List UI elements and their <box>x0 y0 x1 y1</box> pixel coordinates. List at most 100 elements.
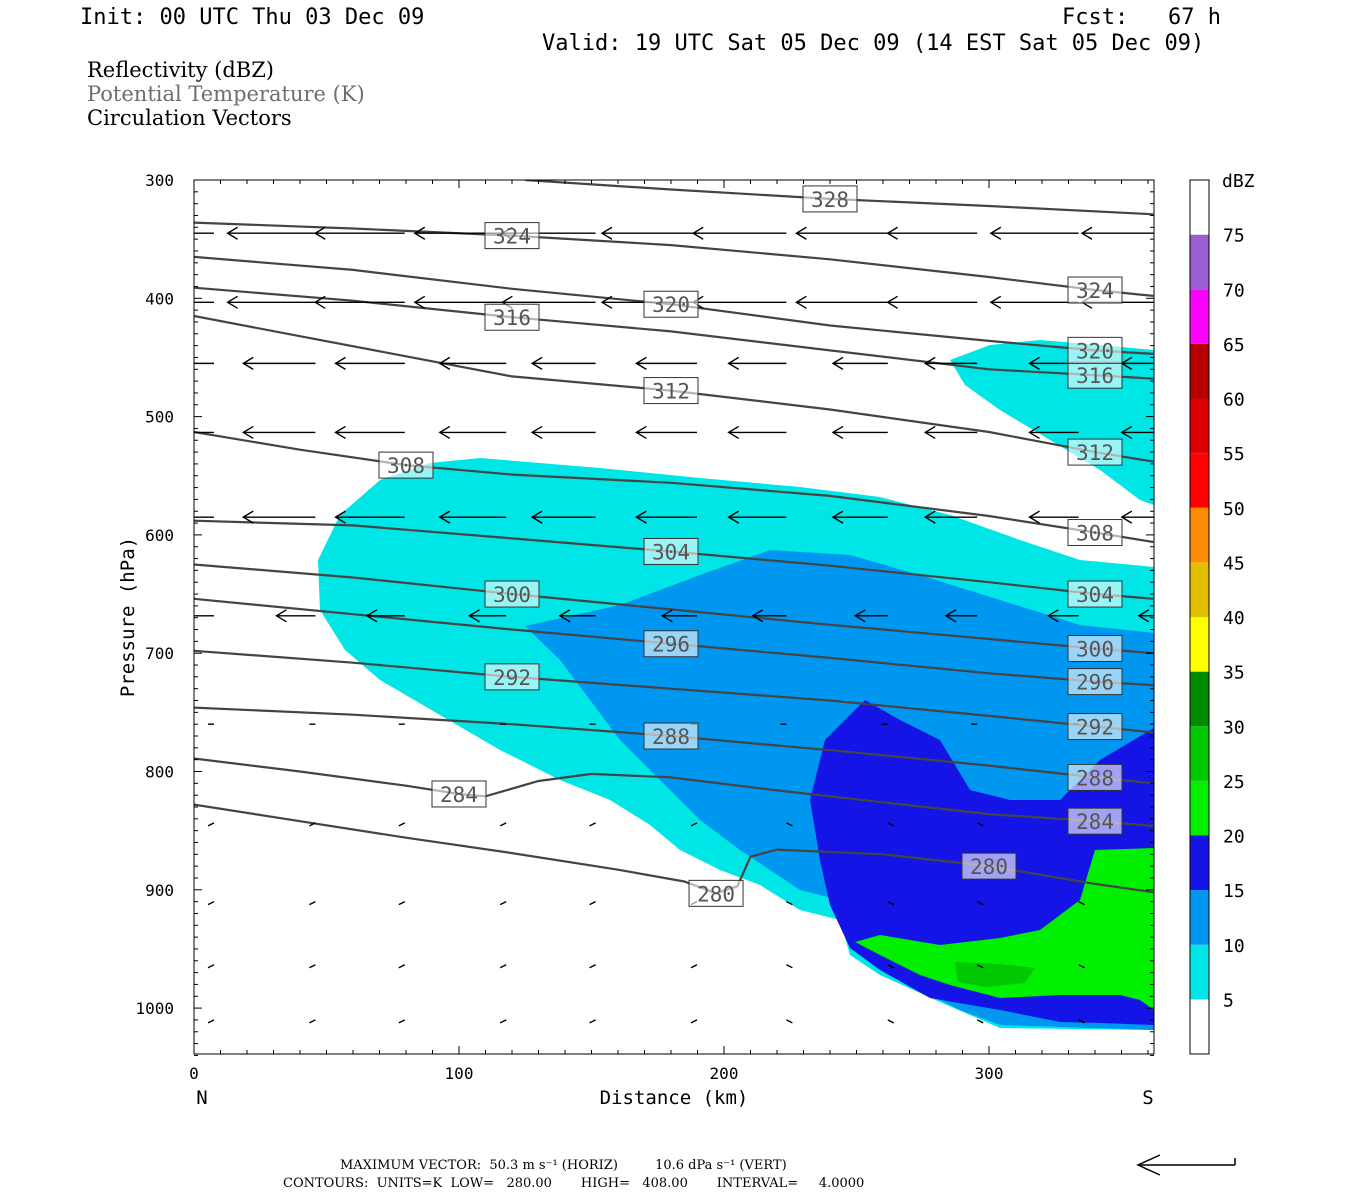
colorbar-segment <box>1190 343 1209 399</box>
colorbar-level-label: 50 <box>1223 499 1245 520</box>
vector-head <box>923 356 936 370</box>
contour-label-300: 300 <box>1067 634 1123 662</box>
contour-label-box <box>1067 713 1123 741</box>
vector-shaft <box>1168 965 1174 968</box>
colorbar-frame <box>1189 179 1210 1055</box>
contour-label-304: 304 <box>643 537 699 565</box>
colorbar-level-label: 35 <box>1223 663 1245 684</box>
contour-label-text: 280 <box>697 882 735 906</box>
vector-head <box>989 295 1002 309</box>
contour-label-300: 300 <box>484 580 540 608</box>
contour-label-text: 280 <box>970 855 1008 879</box>
colorbar-level-label: 40 <box>1223 608 1245 629</box>
contour-label-288: 288 <box>643 722 699 750</box>
contour-label-text: 304 <box>1076 583 1114 607</box>
colorbar-level-label: 55 <box>1223 444 1245 465</box>
colorbar-level-label: 70 <box>1223 280 1245 301</box>
y-tick-label: 1000 <box>135 999 174 1018</box>
vector-shaft <box>1078 1019 1085 1024</box>
vector-head <box>313 295 326 309</box>
contour-label-box <box>643 377 699 405</box>
colorbar-level-label: 45 <box>1223 553 1245 574</box>
colorbar-segment <box>1190 890 1209 945</box>
contour-label-308: 308 <box>378 451 434 479</box>
vector-head <box>139 511 149 523</box>
colorbar-level-label: 20 <box>1223 827 1245 848</box>
vector-shaft <box>499 901 507 906</box>
vector-head <box>727 356 740 370</box>
vector-head <box>635 510 647 524</box>
x-tick-label: 200 <box>710 1064 739 1083</box>
maximum-vector-info: MAXIMUM VECTOR: 50.3 m s⁻¹ (HORIZ) 10.6 … <box>340 1158 787 1173</box>
contour-label-text: 324 <box>493 225 531 249</box>
vector-head <box>1028 356 1040 370</box>
y-tick-label: 400 <box>145 289 174 308</box>
contour-label-text: 300 <box>1076 637 1114 661</box>
vector-shaft <box>786 901 793 906</box>
vector-head <box>530 425 543 440</box>
forecast-hour: Fcst: 67 h <box>1062 5 1221 30</box>
contour-label-text: 316 <box>493 306 531 330</box>
plot-frame <box>193 179 1155 1055</box>
vector-head <box>989 226 1002 240</box>
vector-head <box>886 295 898 309</box>
vector-head <box>128 296 138 308</box>
vector-shaft <box>398 1019 406 1024</box>
contour-label-312: 312 <box>643 377 699 405</box>
contour-label-328: 328 <box>802 185 858 213</box>
contour-label-text: 284 <box>440 783 478 807</box>
vector-head <box>831 356 844 370</box>
vector-head <box>128 227 138 239</box>
vector-head <box>438 356 451 370</box>
contour-label-324: 324 <box>1067 276 1123 304</box>
contour-label-320: 320 <box>643 290 699 318</box>
vector-head <box>438 425 451 440</box>
vector-shaft <box>207 822 215 827</box>
contour-label-text: 292 <box>493 666 531 690</box>
vector-shaft <box>887 901 895 906</box>
vector-head <box>241 510 254 524</box>
vector-shaft <box>976 1019 984 1024</box>
vector-head <box>241 425 254 440</box>
vector-shaft <box>887 822 895 827</box>
colorbar-segment <box>1190 398 1209 454</box>
vector-shaft <box>976 964 984 969</box>
colorbar-segment <box>1190 726 1209 781</box>
vector-shaft <box>690 1019 698 1024</box>
contour-label-text: 312 <box>652 380 690 404</box>
x-axis-label: Distance (km) <box>600 1087 749 1109</box>
contour-label-320: 320 <box>1067 336 1123 364</box>
vector-head <box>661 609 673 623</box>
vector-shaft <box>589 822 596 827</box>
vector-shaft <box>309 901 316 906</box>
field-potential-temperature: Potential Temperature (K) <box>87 82 365 106</box>
contour-label-text: 308 <box>387 454 425 478</box>
vector-shaft <box>589 1019 596 1024</box>
axis-ticks: 0 100 200 300 300 400 500 600 700 800 900 1000 <box>135 171 1154 1083</box>
theta-contour-308 <box>194 430 1154 544</box>
contour-label-308: 308 <box>1067 519 1123 547</box>
field-reflectivity: Reflectivity (dBZ) <box>87 58 275 82</box>
colorbar-level-label: 75 <box>1223 226 1245 247</box>
contour-label-box <box>484 663 540 691</box>
vector-head <box>635 425 647 440</box>
contour-label-text: 312 <box>1076 441 1114 465</box>
vector-head <box>413 226 426 240</box>
vector-head <box>139 426 149 438</box>
contour-label-text: 288 <box>1076 766 1114 790</box>
init-time: Init: 00 UTC Thu 03 Dec 09 <box>80 5 425 30</box>
vector-shaft <box>690 964 698 969</box>
contour-label-box <box>643 722 699 750</box>
contour-label-text: 316 <box>1076 364 1114 388</box>
colorbar-segment <box>1190 617 1209 672</box>
contour-label-text: 324 <box>1076 279 1114 303</box>
vector-head <box>438 510 451 524</box>
vector-shaft <box>976 822 984 827</box>
vector-head <box>1120 425 1133 440</box>
vector-head <box>1028 425 1040 440</box>
vector-head <box>795 295 807 309</box>
vector-head <box>413 295 426 309</box>
contour-label-box <box>643 537 699 565</box>
vector-shaft <box>398 822 406 827</box>
contour-label-text: 292 <box>1076 716 1114 740</box>
